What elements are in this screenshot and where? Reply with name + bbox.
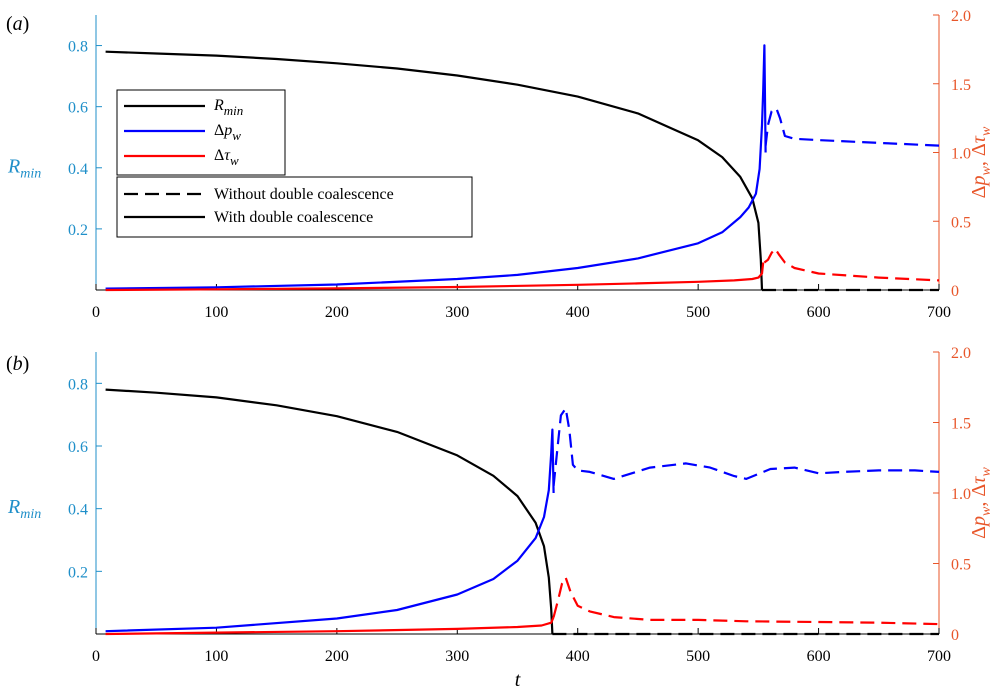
x-tick-label: 100 — [204, 648, 228, 665]
legend-label: Rmin — [213, 97, 243, 118]
legend-label: Δpw — [214, 122, 241, 143]
x-tick-label: 0 — [92, 648, 100, 665]
x-tick-label: 500 — [686, 304, 710, 321]
right-tick-label: 0 — [951, 283, 959, 300]
series-line — [105, 388, 554, 635]
series-line — [764, 107, 940, 147]
x-tick-label: 600 — [807, 304, 831, 321]
x-tick-label: 300 — [445, 648, 469, 665]
legend-label: Δτw — [214, 147, 239, 168]
legend-box-variables — [116, 89, 286, 176]
right-tick-label: 0.5 — [951, 557, 971, 574]
right-axis-label: Δpw, Δτw — [968, 126, 994, 198]
x-tick-label: 500 — [686, 648, 710, 665]
x-axis-label: t — [515, 669, 521, 691]
right-tick-label: 1.0 — [951, 146, 971, 163]
left-tick-label: 0.2 — [68, 222, 88, 239]
x-tick-label: 400 — [566, 648, 590, 665]
legend: Rmin Δpw Δτw Without double coalescence With… — [116, 89, 473, 238]
legend-style-label: Without double coalescence — [214, 186, 394, 203]
series-line — [763, 247, 940, 282]
series-line — [552, 407, 940, 487]
panel-a: 0 100 200 300 400 500 600 700 0.2 0.4 0.6 0.8 0 0.5 1.… — [6, 8, 994, 321]
legend-style-label: With double coalescence — [214, 209, 373, 226]
series-line — [105, 262, 765, 292]
right-tick-label: 1.5 — [951, 77, 971, 94]
series-line — [105, 50, 764, 291]
series-line — [552, 576, 940, 626]
right-tick-label: 1.5 — [951, 416, 971, 433]
x-tick-label: 200 — [325, 304, 349, 321]
panel-label: (a) — [6, 13, 29, 35]
left-axis-label: Rmin — [7, 496, 41, 522]
x-tick-label: 300 — [445, 304, 469, 321]
legend-box-styles — [116, 176, 473, 238]
x-tick-label: 700 — [927, 304, 951, 321]
left-tick-label: 0.4 — [68, 502, 88, 519]
x-tick-label: 200 — [325, 648, 349, 665]
left-tick-label: 0.6 — [68, 100, 88, 117]
left-tick-label: 0.8 — [68, 39, 88, 56]
series-line — [105, 428, 555, 633]
left-axis-label: Rmin — [7, 156, 41, 182]
x-tick-label: 600 — [807, 648, 831, 665]
right-axis-label: Δpw, Δτw — [968, 467, 994, 539]
right-tick-label: 0.5 — [951, 214, 971, 231]
right-tick-label: 0 — [951, 627, 959, 644]
series-line — [105, 616, 555, 636]
panel-label: (b) — [6, 353, 29, 375]
x-tick-label: 0 — [92, 304, 100, 321]
panel-b: 0 100 200 300 400 500 600 700 0.2 0.4 0.6 0.8 0 0.5 1.… — [6, 345, 994, 691]
left-tick-label: 0.2 — [68, 564, 88, 581]
x-tick-label: 700 — [927, 648, 951, 665]
left-tick-label: 0.4 — [68, 161, 88, 178]
left-tick-label: 0.8 — [68, 376, 88, 393]
series-line — [105, 44, 767, 290]
right-tick-label: 2.0 — [951, 8, 971, 25]
right-tick-label: 1.0 — [951, 486, 971, 503]
right-tick-label: 2.0 — [951, 345, 971, 362]
left-tick-label: 0.6 — [68, 439, 88, 456]
x-tick-label: 100 — [204, 304, 228, 321]
x-tick-label: 400 — [566, 304, 590, 321]
